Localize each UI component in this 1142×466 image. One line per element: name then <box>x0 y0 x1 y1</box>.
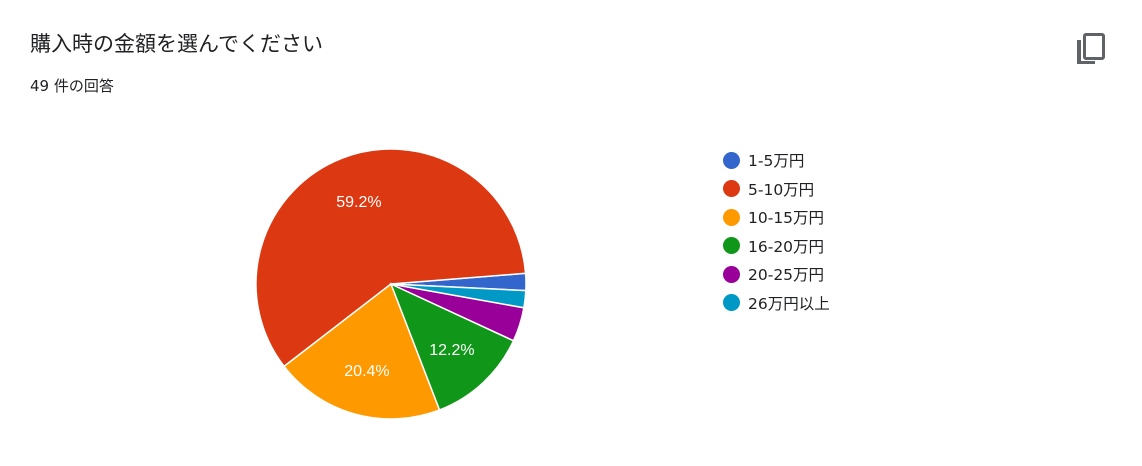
pie-slice-6[interactable] <box>390 283 527 309</box>
legend-swatch <box>723 208 740 226</box>
pie-slice-2[interactable] <box>255 148 527 368</box>
legend-item[interactable]: 1-5万円 <box>723 146 830 175</box>
legend-item[interactable]: 20-25万円 <box>723 260 830 289</box>
legend-label: 5-10万円 <box>748 180 815 199</box>
slice-percent-label: 12.2% <box>429 342 474 359</box>
response-count: 49 件の回答 <box>30 77 114 95</box>
slice-percent-label: 59.2% <box>336 194 381 211</box>
legend-swatch <box>723 151 740 169</box>
legend-item[interactable]: 26万円以上 <box>723 289 830 318</box>
legend-item[interactable]: 10-15万円 <box>723 203 830 232</box>
legend-item[interactable]: 5-10万円 <box>723 175 830 204</box>
legend-label: 10-15万円 <box>748 209 825 228</box>
legend-swatch <box>723 294 740 312</box>
copy-icon <box>1077 33 1105 64</box>
legend-item[interactable]: 16-20万円 <box>723 232 830 261</box>
legend-label: 20-25万円 <box>748 266 825 285</box>
copy-chart-button[interactable] <box>1070 30 1110 70</box>
legend-swatch <box>723 265 740 283</box>
slice-percent-label: 20.4% <box>344 363 389 380</box>
legend-swatch <box>723 180 740 198</box>
legend-label: 1-5万円 <box>748 152 805 171</box>
legend-label: 26万円以上 <box>748 294 830 313</box>
pie-slice-4[interactable] <box>389 282 515 411</box>
pie-slice-3[interactable] <box>283 282 441 420</box>
legend-swatch <box>723 237 740 255</box>
legend-label: 16-20万円 <box>748 237 825 256</box>
pie-chart: 59.2% 20.4% 12.2% <box>255 148 527 420</box>
question-title: 購入時の金額を選んでください <box>30 32 323 56</box>
chart-legend: 1-5万円 5-10万円 10-15万円 16-20万円 20-25万円 26万円以上 <box>723 146 830 317</box>
